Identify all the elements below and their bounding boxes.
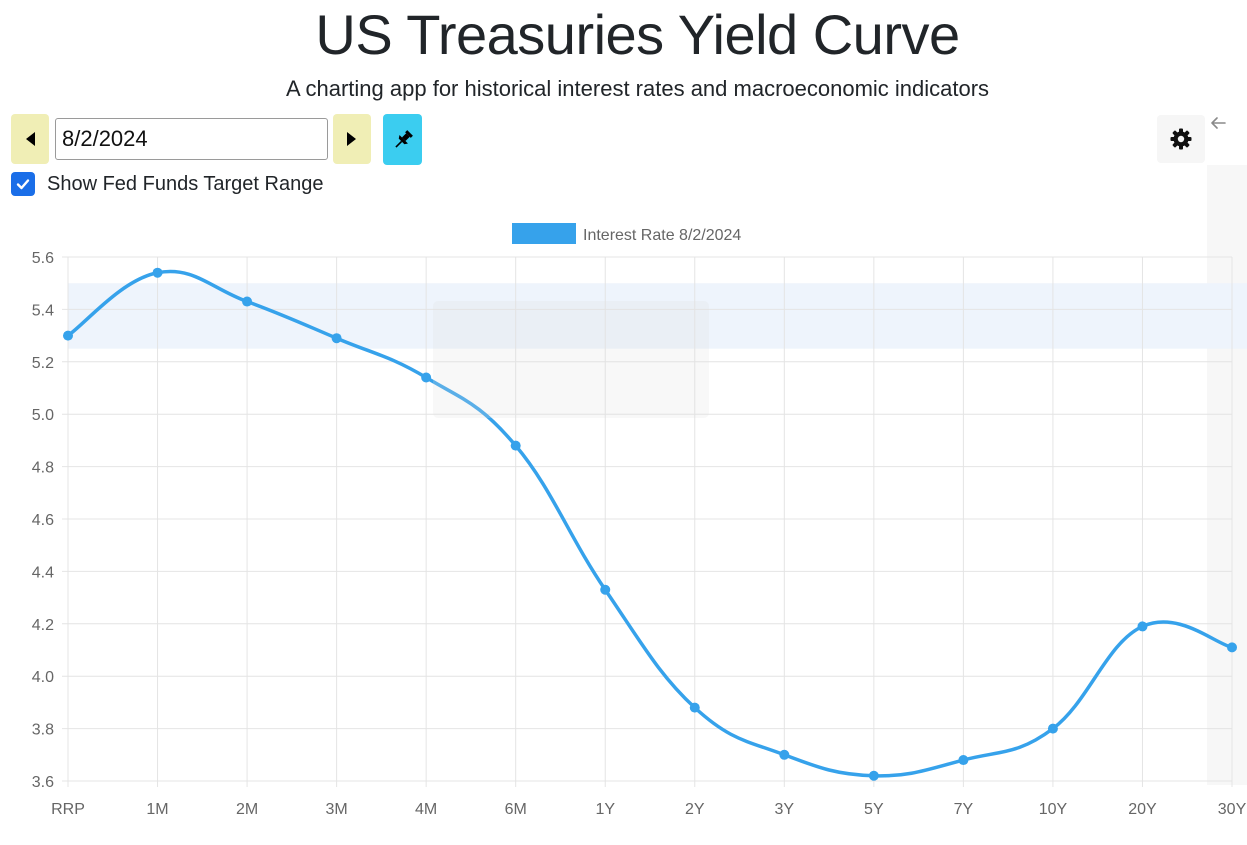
data-point-2y[interactable] [689, 702, 700, 713]
x-tick-label: 2Y [685, 801, 705, 818]
x-tick-label: 7Y [954, 801, 974, 818]
x-tick-label: 5Y [864, 801, 884, 818]
data-point-20y[interactable] [1137, 621, 1148, 632]
settings-button[interactable] [1157, 115, 1205, 163]
pin-button[interactable] [383, 114, 422, 165]
page-title: US Treasuries Yield Curve [315, 3, 960, 66]
y-gridlines [62, 256, 1232, 782]
data-point-6m[interactable] [510, 440, 521, 451]
x-tick-label: 4M [415, 801, 437, 818]
data-point-10y[interactable] [1047, 723, 1058, 734]
y-tick-label: 3.6 [32, 774, 54, 791]
x-tick-label: 1Y [595, 801, 615, 818]
legend-swatch [512, 223, 576, 244]
gear-icon [1170, 128, 1192, 150]
x-axis-labels: RRP 1M 2M 3M 4M 6M 1Y 2Y 3Y 5Y 7Y 10Y 20Y 30Y [51, 801, 1246, 818]
tooltip-ghost [433, 301, 709, 418]
checkmark-icon [16, 179, 30, 190]
x-tick-label: 3M [325, 801, 347, 818]
x-tick-label: 10Y [1039, 801, 1068, 818]
y-tick-label: 4.8 [32, 460, 54, 477]
pin-icon [394, 129, 413, 148]
x-tick-label: RRP [51, 801, 85, 818]
y-tick-label: 4.6 [32, 512, 54, 529]
x-tick-label: 30Y [1218, 801, 1247, 818]
side-panel [1207, 165, 1247, 785]
data-point-rrp[interactable] [63, 330, 73, 341]
data-point-2m[interactable] [242, 296, 253, 307]
legend-label: Interest Rate 8/2/2024 [583, 227, 741, 244]
collapse-panel-button[interactable] [1207, 112, 1229, 134]
caret-left-icon [26, 132, 35, 146]
y-tick-label: 4.0 [32, 669, 54, 686]
x-tick-label: 2M [236, 801, 258, 818]
data-point-7y[interactable] [958, 755, 969, 766]
next-date-button[interactable] [333, 114, 371, 164]
data-point-3m[interactable] [331, 333, 342, 344]
y-tick-label: 5.0 [32, 407, 54, 424]
data-point-1m[interactable] [152, 267, 163, 278]
fed-funds-label: Show Fed Funds Target Range [47, 173, 324, 195]
x-tick-label: 1M [146, 801, 168, 818]
y-tick-label: 4.4 [32, 564, 54, 581]
y-axis-labels: 5.6 5.4 5.2 5.0 4.8 4.6 4.4 4.2 4.0 3.8 3.6 [32, 250, 54, 791]
data-point-5y[interactable] [868, 770, 879, 781]
data-point-4m[interactable] [421, 372, 432, 383]
y-tick-label: 4.2 [32, 617, 54, 634]
fed-funds-checkbox[interactable] [11, 172, 35, 196]
y-tick-label: 5.2 [32, 355, 54, 372]
x-gridlines [67, 257, 1233, 787]
y-tick-label: 5.6 [32, 250, 54, 267]
previous-date-button[interactable] [11, 114, 49, 164]
data-point-3y[interactable] [779, 749, 790, 760]
page-subtitle: A charting app for historical interest r… [285, 76, 990, 101]
series-points [63, 267, 1237, 781]
y-tick-label: 5.4 [32, 302, 54, 319]
x-tick-label: 20Y [1128, 801, 1157, 818]
caret-right-icon [347, 132, 356, 146]
x-tick-label: 3Y [775, 801, 795, 818]
chart-legend[interactable]: Interest Rate 8/2/2024 [512, 223, 741, 244]
data-point-1y[interactable] [600, 584, 611, 595]
date-input[interactable] [55, 118, 328, 160]
x-tick-label: 6M [505, 801, 527, 818]
fed-funds-range-band [68, 283, 1247, 349]
y-tick-label: 3.8 [32, 722, 54, 739]
arrow-left-icon [1211, 117, 1226, 129]
data-point-30y[interactable] [1227, 642, 1237, 653]
